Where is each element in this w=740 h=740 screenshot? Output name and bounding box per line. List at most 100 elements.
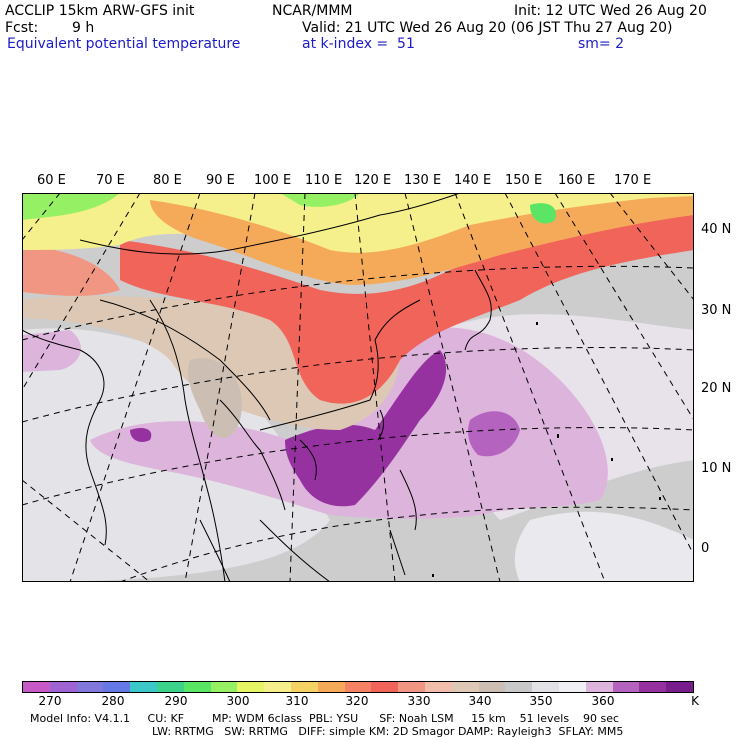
lon-label: 120 E [354,173,392,188]
lon-gridline [454,193,606,582]
lon-label: 150 E [505,173,543,188]
colorbar [22,681,694,693]
colorbar-swatch [558,682,586,692]
colorbar-swatch [666,682,693,692]
org-label: NCAR/MMM [272,3,353,19]
coastline [219,399,286,511]
colorbar-swatch [156,682,184,692]
salmon-region [22,245,120,296]
colorbar-swatch [639,682,667,692]
colorbar-swatch [237,682,265,692]
island [536,322,538,325]
lat-label: 0 [701,541,710,556]
coastline [299,439,317,481]
colorbar-swatch [130,682,157,692]
islands [432,322,661,577]
island [659,497,661,500]
colorbar-swatch [398,682,425,692]
coastline [149,299,226,582]
lon-gridline [22,193,141,391]
orange-region [150,196,694,285]
colorbar-swatch [424,682,452,692]
lon-label: 160 E [558,173,596,188]
colorbar-swatch [612,682,640,692]
colorbar-swatch [210,682,238,692]
forecast-hour: 9 h [72,20,95,36]
colorbar-tick-label: 360 [591,694,615,708]
colorbar-tick-label: 310 [285,694,309,708]
lat-gridline [119,506,694,582]
colorbar-swatch [183,682,211,692]
colorbar-swatch [49,682,77,692]
field-name: Equivalent potential temperature [7,36,241,52]
border [79,193,461,255]
colorbar-swatch [317,682,345,692]
purple-region [285,350,447,507]
lat-label: 30 N [701,303,732,318]
colorbar-tick-label: 330 [407,694,431,708]
colorbar-swatch [103,682,131,692]
lon-gridline [609,193,694,301]
lon-label: 140 E [454,173,492,188]
pink-region [22,330,81,372]
coastline [377,409,384,441]
island [611,458,613,461]
lon-label: 60 E [37,173,66,188]
lon-label: 130 E [404,173,442,188]
purple-region [130,428,152,442]
physics-info-line: LW: RRTMG SW: RRTMG DIFF: simple KM: 2D … [152,725,624,738]
island [432,574,434,577]
colorbar-swatch [371,682,399,692]
colorbar-swatch [344,682,372,692]
colorbar-tick-label: 280 [101,694,125,708]
lat-label: 10 N [701,461,732,476]
red-region [120,205,694,404]
lon-label: 100 E [254,173,292,188]
colorbar-tick-label: 270 [38,694,62,708]
coastline [389,469,417,576]
colorbar-swatch [505,682,533,692]
lon-label: 90 E [206,173,235,188]
colorbar-tick-label: 350 [529,694,553,708]
colorbar-tick-label: 340 [468,694,492,708]
island [557,434,559,438]
coastline [199,519,331,582]
green-region [22,193,120,220]
lat-gridline [22,347,694,423]
coastlines [22,193,492,582]
colorbar-swatch [532,682,559,692]
colorbar-swatch [76,682,104,692]
level-label: at k-index = 51 [302,36,415,52]
green-region [530,203,556,224]
smoothing-label: sm= 2 [578,36,625,52]
lon-gridline [554,193,694,421]
model-title: ACCLIP 15km ARW-GFS init [5,3,195,19]
lon-gridline [289,193,306,582]
lon-gridline [22,479,151,582]
lon-gridline [404,193,501,582]
colorbar-swatch [290,682,318,692]
light-region [514,511,694,582]
init-time: Init: 12 UTC Wed 26 Aug 20 [514,3,707,19]
lon-gridline [504,193,694,556]
colorbar-swatch [451,682,479,692]
purple-region [468,411,520,457]
model-info-line: Model Info: V4.1.1 CU: KF MP: WDM 6class… [30,712,620,725]
forecast-label: Fcst: [5,20,39,36]
colorbar-swatch [23,682,50,692]
colorbar-tick-label: 290 [164,694,188,708]
border [99,299,271,421]
lat-label: 20 N [701,381,732,396]
map-frame [22,193,694,582]
colorbar-tick-label: 300 [226,694,250,708]
coastline [22,329,107,546]
colorbar-swatch [478,682,506,692]
colorbar-swatch [585,682,613,692]
lon-label: 110 E [305,173,343,188]
lon-label: 170 E [614,173,652,188]
coastline [259,299,421,431]
lon-label: 70 E [96,173,125,188]
colorbar-tick-label: 320 [345,694,369,708]
lat-gridline [22,427,694,506]
